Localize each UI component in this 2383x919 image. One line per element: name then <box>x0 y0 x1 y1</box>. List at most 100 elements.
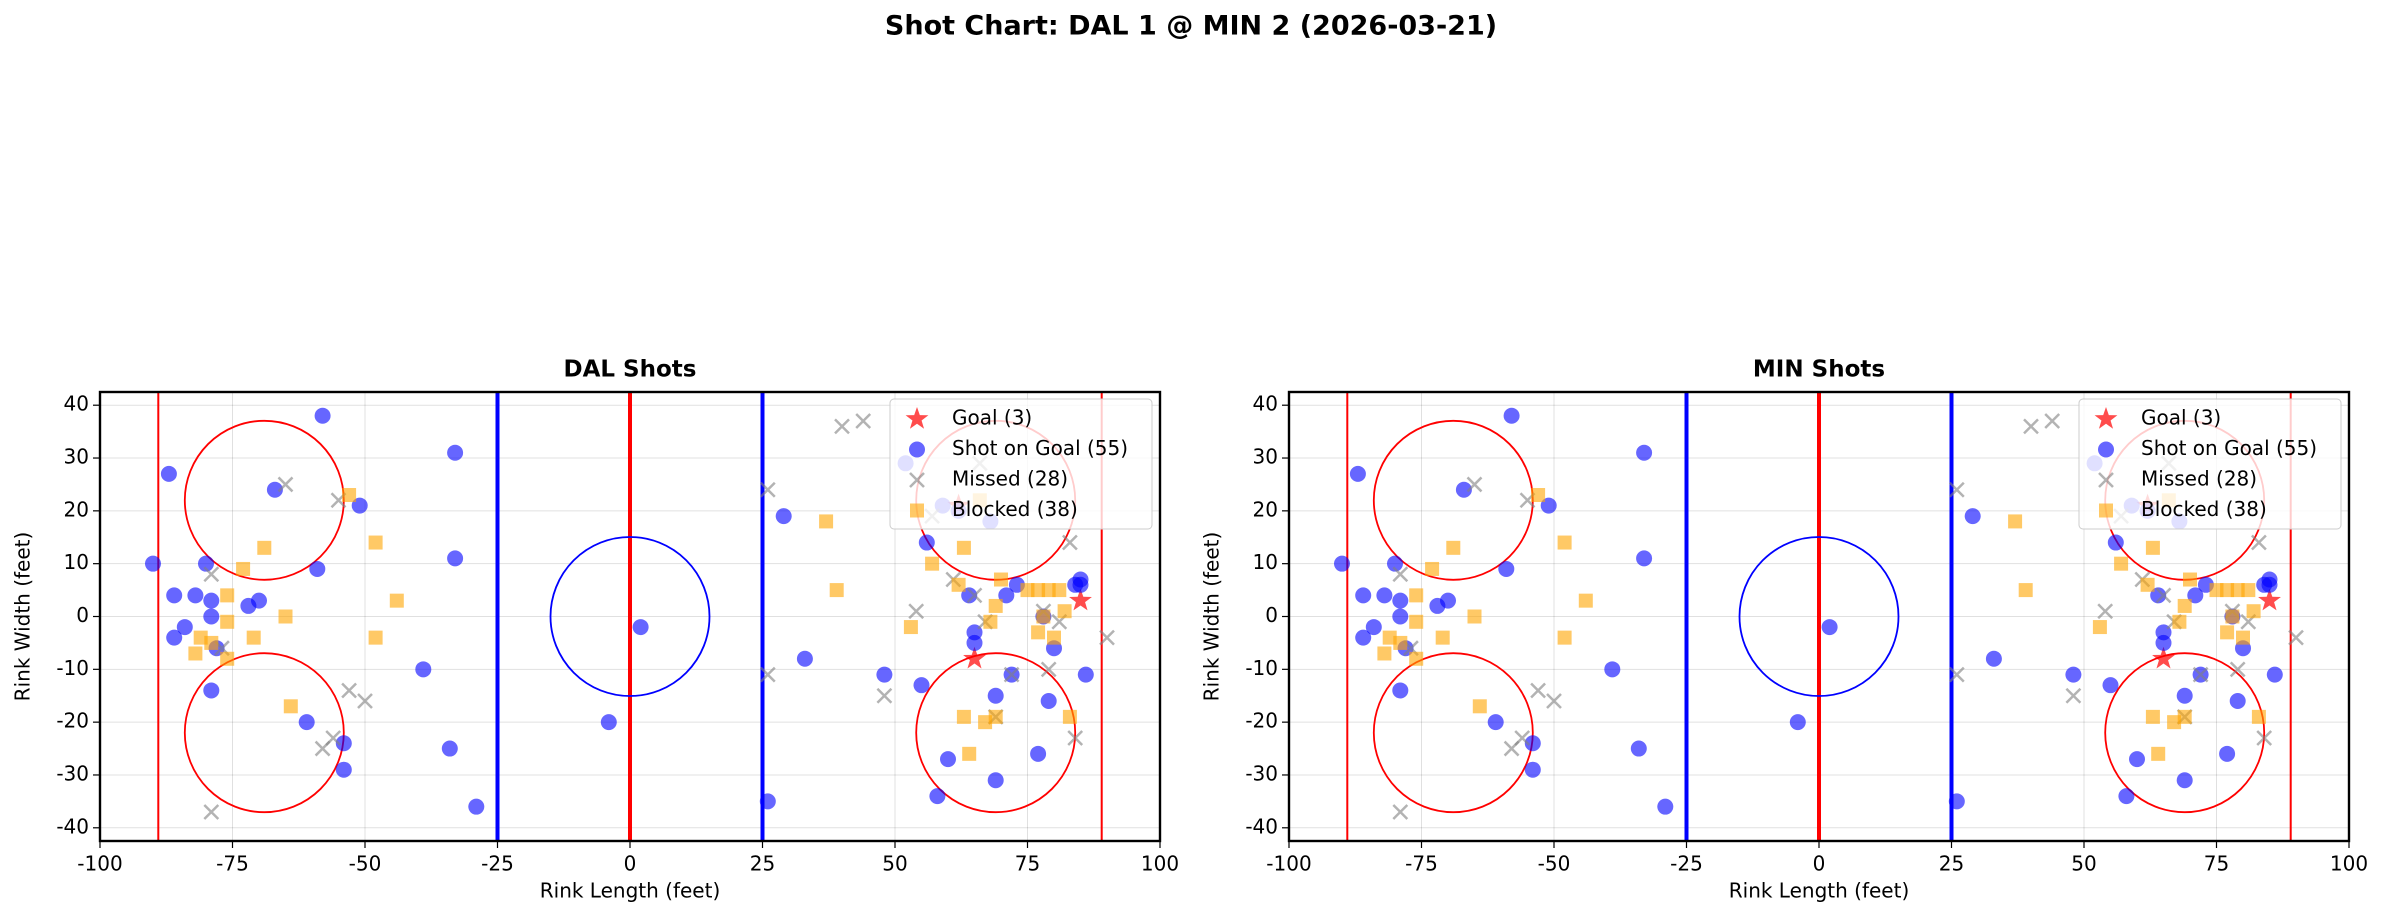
blocked-marker <box>2177 598 2192 613</box>
subplot-title: MIN Shots <box>1753 357 1885 383</box>
legend-label: Shot on Goal (55) <box>2141 436 2317 460</box>
shot-marker <box>1355 587 1372 604</box>
missed-marker <box>2251 534 2267 551</box>
shot-marker <box>2176 772 2193 789</box>
shot-marker <box>145 555 161 572</box>
shot-marker <box>2229 693 2246 710</box>
missed-marker <box>2256 730 2273 746</box>
shot-marker <box>1630 740 1647 757</box>
blocked-marker <box>1062 709 1077 724</box>
shot-marker <box>1503 407 1520 424</box>
y-tick-label: 0 <box>1265 603 1278 627</box>
missed-marker <box>1062 534 1078 551</box>
shot-marker <box>251 592 267 609</box>
shot-marker <box>1349 465 1366 482</box>
y-tick-label: -30 <box>56 761 89 785</box>
blocked-marker <box>1409 588 1424 603</box>
missed-marker <box>277 476 294 493</box>
blocked-marker <box>903 620 918 635</box>
blocked-marker <box>2220 583 2235 598</box>
blocked-marker <box>1467 609 1482 624</box>
y-tick-label: 30 <box>1253 445 1278 469</box>
blocked-marker <box>2145 709 2160 724</box>
blocked-marker <box>2018 583 2033 598</box>
blocked-marker <box>1047 630 1061 645</box>
faceoff-circle <box>183 419 345 581</box>
blocked-marker <box>188 646 203 661</box>
blocked-marker <box>829 583 844 598</box>
missed-marker <box>834 418 850 435</box>
shot-marker <box>203 608 220 625</box>
shot-marker <box>1636 550 1653 567</box>
blocked-marker <box>994 572 1008 587</box>
shot-marker <box>166 587 183 604</box>
x-tick-label: 25 <box>1939 852 1964 876</box>
y-tick-label: 30 <box>64 445 89 469</box>
shot-marker <box>1072 576 1089 593</box>
shot-marker <box>796 650 813 667</box>
y-tick-label: -20 <box>56 709 89 733</box>
shot-marker <box>1392 608 1409 625</box>
missed-marker <box>908 603 925 620</box>
legend-label: Missed (28) <box>2141 467 2257 491</box>
missed-marker <box>2288 629 2304 646</box>
blocked-marker <box>193 630 208 645</box>
y-tick-label: -10 <box>56 656 89 680</box>
shot-marker <box>266 481 283 498</box>
goal-marker <box>963 646 986 669</box>
shot-marker <box>415 661 432 678</box>
goal-marker <box>2152 646 2175 669</box>
shot-marker <box>600 714 617 731</box>
blocked-marker <box>2251 709 2266 724</box>
center-circle <box>549 536 711 697</box>
blocked-marker <box>236 561 251 576</box>
shot-marker <box>1030 745 1047 762</box>
blocked-marker <box>1036 609 1051 624</box>
missed-marker <box>1948 666 1965 683</box>
faceoff-circle <box>2104 652 2266 814</box>
blocked-marker <box>342 488 357 503</box>
shot-marker <box>447 550 464 567</box>
x-axis-label: Rink Length (feet) <box>1729 879 1910 903</box>
shot-marker <box>1455 481 1472 498</box>
y-axis-label: Rink Width (feet) <box>11 532 35 702</box>
shot-marker <box>2219 745 2236 762</box>
legend-label: Blocked (38) <box>952 497 1078 521</box>
missed-marker <box>1530 682 1546 699</box>
faceoff-circle <box>1372 652 1534 814</box>
shot-marker <box>176 619 193 636</box>
blocked-marker <box>1057 604 1072 619</box>
missed-marker <box>357 693 373 709</box>
shot-marker <box>966 634 983 651</box>
missed-marker <box>203 804 220 820</box>
blocked-marker <box>1425 561 1440 576</box>
blocked-marker <box>1377 646 1392 661</box>
y-tick-label: 20 <box>64 497 89 521</box>
legend-box <box>889 398 1153 530</box>
blocked-marker <box>1446 540 1461 555</box>
blocked-marker <box>1052 583 1067 598</box>
y-tick-label: 20 <box>1253 497 1278 521</box>
shot-marker <box>309 560 326 577</box>
missed-marker <box>2155 587 2172 604</box>
legend-label: Blocked (38) <box>2141 497 2267 521</box>
legend-marker <box>2094 407 2118 429</box>
missed-marker <box>759 481 776 498</box>
missed-marker <box>2044 413 2061 429</box>
shot-marker <box>1334 555 1350 572</box>
x-tick-label: -25 <box>1670 852 1703 876</box>
legend-box <box>2078 398 2342 530</box>
missed-marker <box>855 413 872 429</box>
shot-marker <box>940 751 956 768</box>
x-tick-label: 100 <box>1141 852 1179 876</box>
legend-label: Goal (3) <box>952 406 1032 430</box>
blocked-marker <box>988 598 1003 613</box>
blocked-marker <box>2183 572 2197 587</box>
blocked-marker <box>2241 583 2256 598</box>
x-tick-label: 75 <box>1015 852 1040 876</box>
legend-marker <box>2098 441 2114 458</box>
shot-marker <box>203 682 220 699</box>
blocked-marker <box>1557 535 1572 550</box>
